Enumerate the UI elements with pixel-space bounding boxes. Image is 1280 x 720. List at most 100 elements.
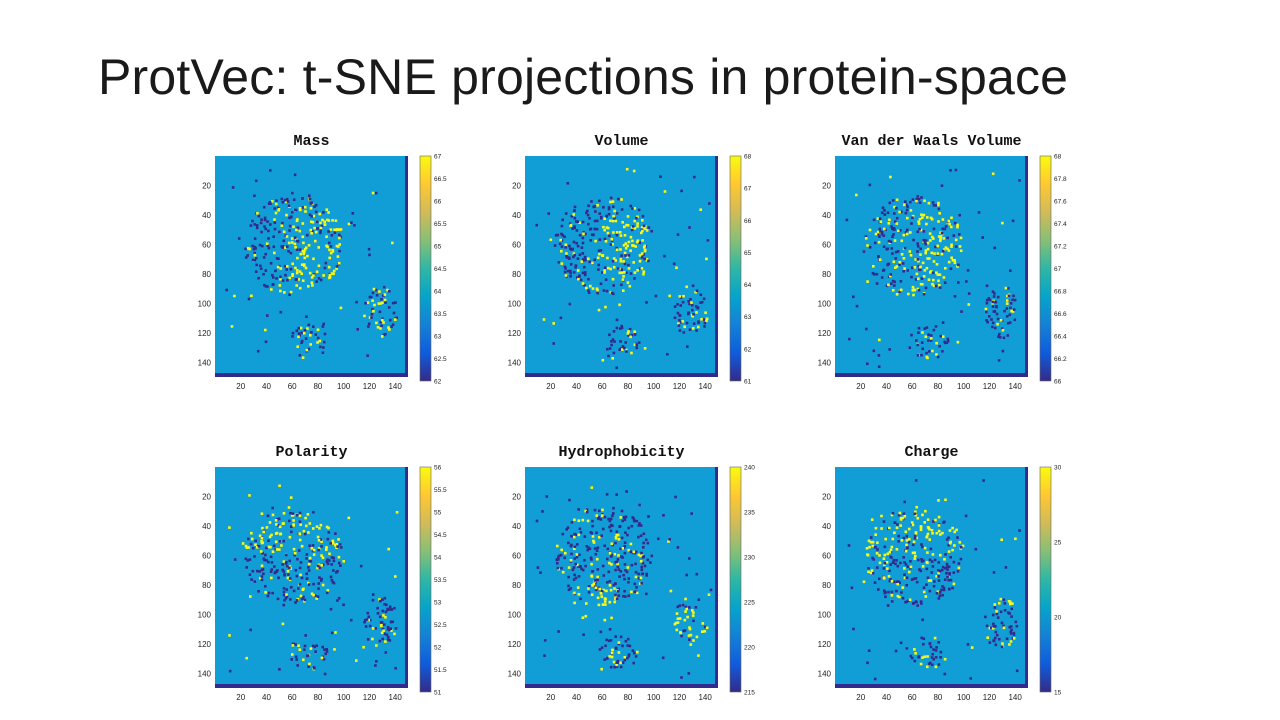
heatmap-cell xyxy=(277,524,280,527)
heatmap-cell xyxy=(306,513,310,516)
heatmap-cell xyxy=(627,263,630,267)
heatmap-cell xyxy=(608,551,612,555)
heatmap-cell xyxy=(630,590,633,594)
heatmap-cell xyxy=(285,588,288,591)
heatmap-cell xyxy=(699,301,702,304)
heatmap-cell xyxy=(277,257,280,260)
heatmap-cell xyxy=(920,341,924,344)
heatmap-cell xyxy=(595,287,599,290)
heatmap-cell xyxy=(349,618,353,622)
heatmap-cell xyxy=(620,324,623,328)
heatmap-cell xyxy=(359,564,363,568)
heatmap-cell xyxy=(279,267,283,270)
colorbar xyxy=(729,466,742,693)
y-tick-label: 20 xyxy=(202,181,211,190)
heatmap-cell xyxy=(302,241,305,245)
heatmap-cell xyxy=(958,233,961,236)
heatmap-cell xyxy=(559,316,563,320)
heatmap-cell xyxy=(328,275,332,279)
y-tick-label: 80 xyxy=(822,270,831,279)
heatmap-cell xyxy=(654,294,658,298)
heatmap-cell xyxy=(316,336,320,340)
heatmap-cell xyxy=(906,216,909,220)
heatmap-cell xyxy=(632,661,635,665)
heatmap-cell xyxy=(286,265,289,268)
heatmap-cell xyxy=(319,278,323,282)
heatmap-cell xyxy=(621,644,624,648)
heatmap-cell xyxy=(641,219,644,222)
heatmap-cell xyxy=(620,509,624,513)
chart-title: Mass xyxy=(293,133,329,150)
heatmap-cell xyxy=(308,544,311,547)
y-tick-label: 100 xyxy=(198,610,212,619)
heatmap-cell xyxy=(868,246,872,249)
y-tick-label: 60 xyxy=(822,551,831,560)
heatmap-cell xyxy=(609,243,613,246)
heatmap-cell xyxy=(912,540,916,544)
heatmap-cell xyxy=(608,580,612,583)
heatmap-cell xyxy=(301,279,305,282)
heatmap-cell xyxy=(233,294,236,298)
heatmap-cell xyxy=(631,207,634,210)
heatmap-cell xyxy=(927,339,930,342)
heatmap-cell xyxy=(278,548,281,551)
heatmap-cell xyxy=(581,271,585,275)
heatmap-cell xyxy=(1008,625,1011,629)
heatmap-cell xyxy=(259,221,263,225)
heatmap-cell xyxy=(301,206,305,209)
heatmap-cell xyxy=(630,524,634,528)
heatmap-cell xyxy=(269,169,272,172)
heatmap-cell xyxy=(305,315,308,318)
heatmap-cell xyxy=(891,537,895,541)
heatmap-cell xyxy=(618,348,621,351)
heatmap-cell xyxy=(929,645,933,649)
colorbar-tick-label: 62 xyxy=(744,346,752,353)
heatmap-cell xyxy=(924,286,928,290)
colorbar-tick-label: 67 xyxy=(744,186,752,193)
heatmap-cell xyxy=(545,495,549,498)
heatmap-cell xyxy=(292,524,295,527)
heatmap-cell xyxy=(641,229,644,233)
heatmap-cell xyxy=(678,318,681,322)
heatmap-cell xyxy=(568,222,572,225)
heatmap-cell xyxy=(1009,640,1013,643)
plot-area xyxy=(525,467,718,688)
heatmap-cell xyxy=(636,222,639,225)
heatmap-cell xyxy=(1009,632,1013,635)
heatmap-cell xyxy=(581,252,585,255)
heatmap-cell xyxy=(598,509,601,513)
heatmap-cell xyxy=(561,532,565,536)
heatmap-cell xyxy=(274,269,277,273)
heatmap-cell xyxy=(301,588,305,591)
heatmap-cell xyxy=(567,566,571,569)
heatmap-cell xyxy=(902,536,906,540)
heatmap-cell xyxy=(1008,313,1012,317)
heatmap-cell xyxy=(312,582,315,586)
heatmap-cell xyxy=(337,261,341,265)
heatmap-cell xyxy=(266,314,269,317)
heatmap-cell xyxy=(338,233,341,237)
heatmap-cell xyxy=(623,234,627,237)
heatmap-cell xyxy=(626,224,630,227)
heatmap-cell xyxy=(616,589,620,593)
heatmap-cell xyxy=(953,544,956,547)
y-tick-label: 120 xyxy=(818,640,832,649)
heatmap-cell xyxy=(932,520,935,523)
heatmap-cell xyxy=(950,243,953,247)
heatmap-cell xyxy=(619,259,623,263)
heatmap-cell xyxy=(281,279,285,282)
heatmap-cell xyxy=(947,543,950,547)
heatmap-cell xyxy=(668,538,671,541)
heatmap-cell xyxy=(623,656,627,659)
heatmap-cell xyxy=(547,212,550,215)
heatmap-cell xyxy=(615,597,619,601)
heatmap-cell xyxy=(937,201,940,205)
heatmap-cell xyxy=(888,579,892,583)
heatmap-cell xyxy=(922,292,926,296)
heatmap-cell xyxy=(593,205,597,208)
heatmap-cell xyxy=(323,332,327,336)
heatmap-cell xyxy=(370,316,373,319)
heatmap-cell xyxy=(280,224,284,227)
heatmap-cell xyxy=(932,328,936,332)
heatmap-cell xyxy=(953,530,956,534)
